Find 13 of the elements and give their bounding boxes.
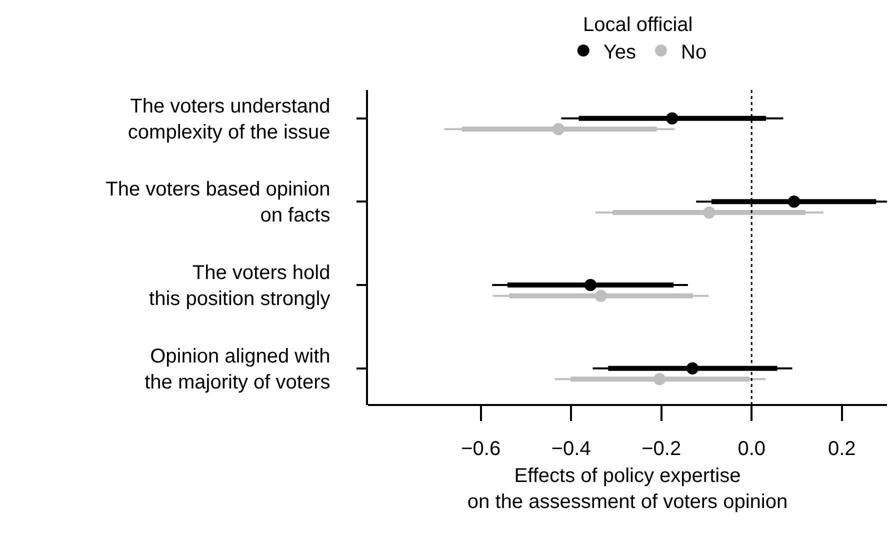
- x-tick-label: −0.4: [551, 438, 591, 460]
- legend-title: Local official: [583, 14, 693, 36]
- y-tick-label: The voters hold this position strongly: [149, 262, 330, 310]
- y-tick-label: The voters understand complexity of the issue: [128, 95, 330, 144]
- x-axis-title: Effects of policy expertise on the assessment of voters opinion: [467, 464, 788, 513]
- legend-label: No: [681, 41, 707, 64]
- legend-label: Yes: [603, 41, 636, 64]
- x-tick-label: −0.2: [642, 438, 682, 460]
- x-tick-label: −0.6: [461, 438, 501, 460]
- x-tick-label: 0.2: [828, 438, 856, 460]
- y-tick-label: The voters based opinion on facts: [106, 178, 330, 227]
- y-tick-label: Opinion aligned with the majority of voters: [144, 345, 330, 394]
- text: 0.0: [738, 438, 766, 460]
